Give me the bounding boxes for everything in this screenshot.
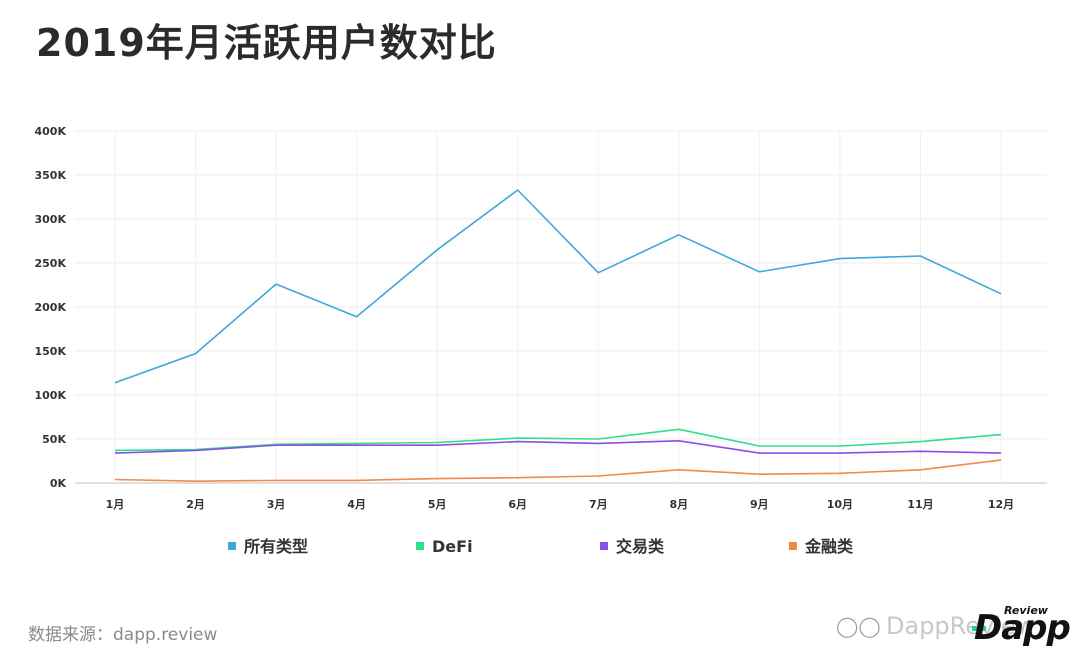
y-tick-label: 150K — [35, 345, 67, 358]
series-line-0 — [114, 189, 1002, 384]
x-tick-label: 2月 — [186, 498, 205, 511]
grid-lines — [75, 130, 1047, 484]
x-tick-label: 5月 — [428, 498, 447, 511]
legend-label: 交易类 — [616, 537, 665, 556]
x-tick-label: 3月 — [267, 498, 286, 511]
x-tick-label: 6月 — [508, 498, 527, 511]
x-tick-label: 9月 — [750, 498, 769, 511]
y-axis-ticks: 0K 50K 100K 150K 200K 250K 300K 350K 400K — [35, 125, 67, 490]
legend-label: 所有类型 — [244, 537, 308, 556]
series-line-1 — [114, 428, 1002, 452]
y-tick-label: 200K — [35, 301, 67, 314]
x-tick-label: 7月 — [589, 498, 608, 511]
data-source-note: 数据来源：dapp.review — [28, 625, 218, 645]
y-tick-label: 250K — [35, 257, 67, 270]
brand-watermark: ◯◯ DappReview Dapp Review — [836, 604, 1071, 648]
wechat-icon: ◯◯ — [836, 614, 881, 638]
series-line-2 — [114, 439, 1002, 454]
legend-swatch — [228, 542, 236, 550]
chart-title: 2019年月活跃用户数对比 — [36, 21, 497, 65]
y-tick-label: 300K — [35, 213, 67, 226]
y-tick-label: 350K — [35, 169, 67, 182]
logo-dash — [972, 626, 986, 631]
y-tick-label: 0K — [50, 477, 67, 490]
legend: 所有类型 DeFi 交易类 金融类 — [228, 537, 854, 556]
x-axis-ticks: 1月 2月 3月 4月 5月 6月 7月 8月 9月 10月 11月 12月 — [106, 498, 1014, 511]
brand-handle: DappReview — [886, 612, 1036, 640]
legend-label: DeFi — [432, 537, 473, 556]
x-tick-label: 8月 — [669, 498, 688, 511]
line-chart: 0K 50K 100K 150K 200K 250K 300K 350K 400K 1月 2月 3月… — [35, 125, 1047, 556]
legend-swatch — [600, 542, 608, 550]
x-tick-label: 11月 — [907, 498, 933, 511]
y-tick-label: 400K — [35, 125, 67, 138]
y-tick-label: 100K — [35, 389, 67, 402]
brand-logo: Dapp — [974, 608, 1071, 648]
brand-logo-sub: Review — [1004, 604, 1048, 617]
x-tick-label: 4月 — [347, 498, 366, 511]
legend-swatch — [789, 542, 797, 550]
legend-swatch — [416, 542, 424, 550]
legend-label: 金融类 — [804, 537, 854, 556]
x-tick-label: 10月 — [827, 498, 853, 511]
x-tick-label: 12月 — [988, 498, 1014, 511]
x-tick-label: 1月 — [106, 498, 125, 511]
series-line-3 — [114, 459, 1002, 483]
series-lines — [114, 189, 1002, 483]
y-tick-label: 50K — [42, 433, 66, 446]
